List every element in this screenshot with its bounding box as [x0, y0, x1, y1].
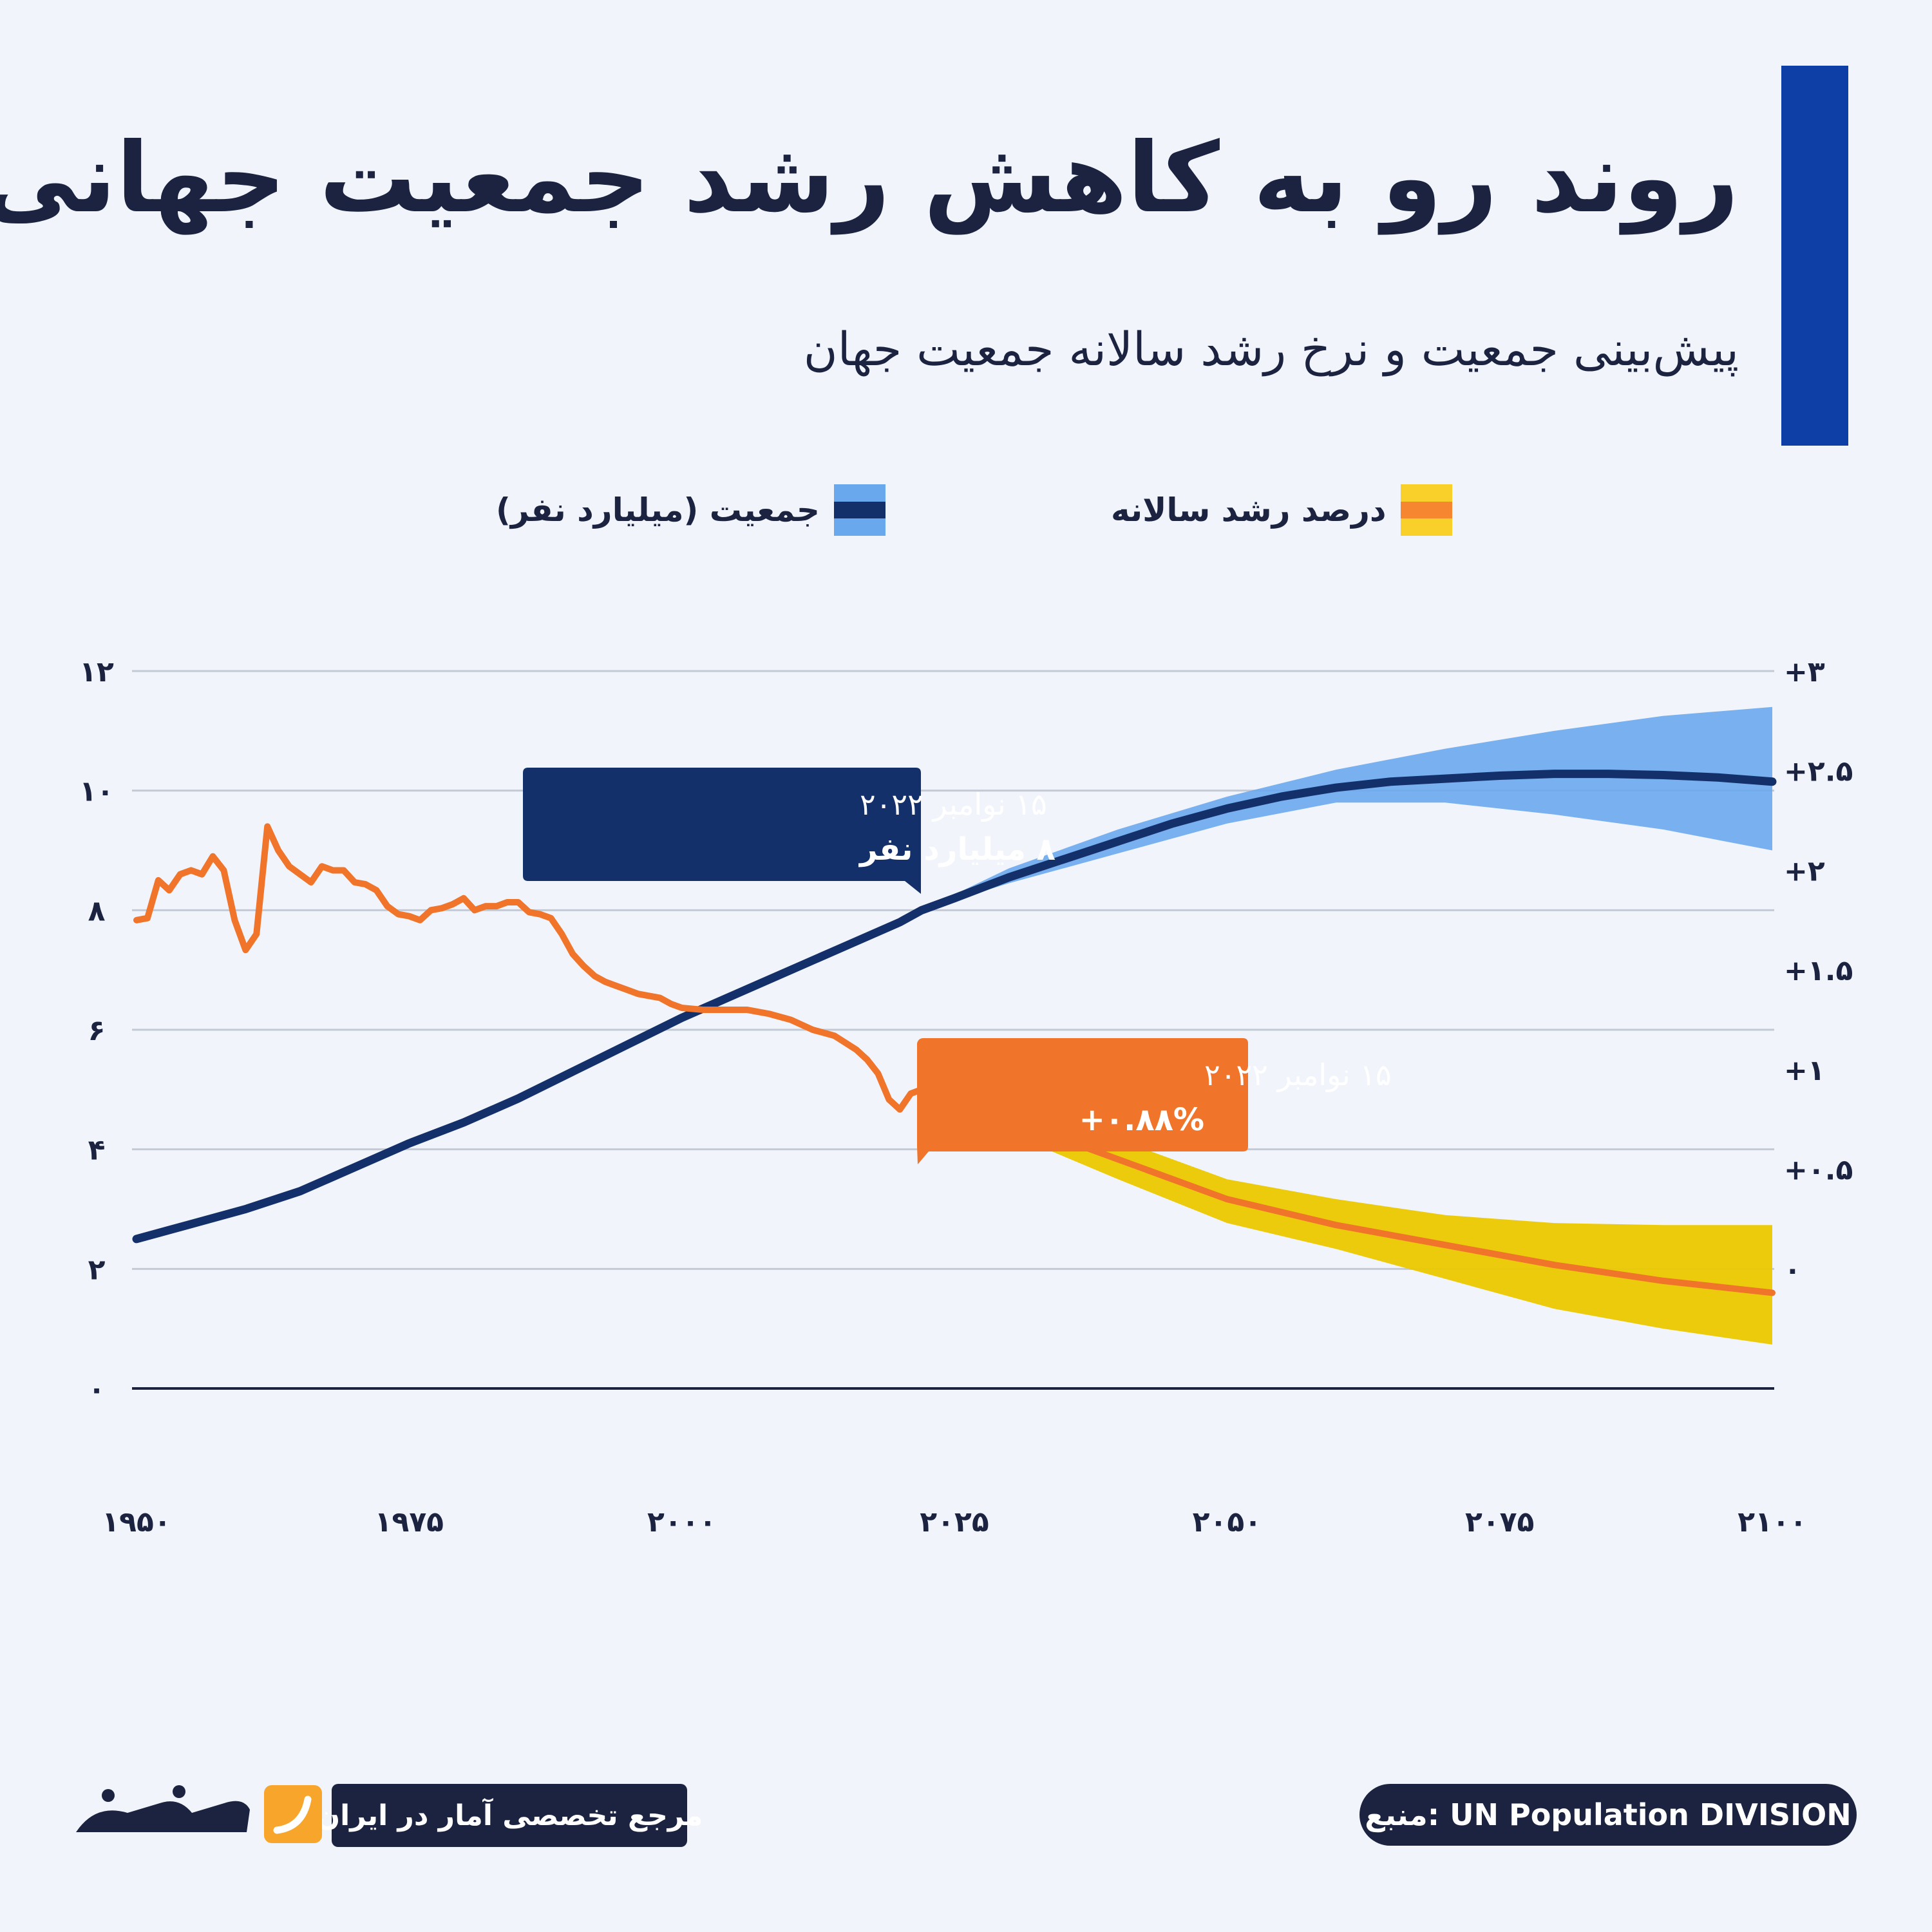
- growth-line-historical: [133, 823, 947, 1113]
- population-callout-date: ۱۵ نوامبر ۲۰۲۲: [860, 787, 1047, 822]
- y-right-tick-label: +۲.۵: [1784, 755, 1853, 788]
- legend-growth-swatch: [1400, 484, 1452, 536]
- y-left-tick-label: ۱۰: [79, 775, 114, 808]
- y-right-tick-label: +۳: [1784, 656, 1825, 688]
- legend-growth: درصد رشد سالانه: [1111, 484, 1452, 536]
- legend-population: جمعیت (میلیارد نفر): [496, 484, 886, 536]
- y-left-tick-label: ۰: [88, 1373, 106, 1406]
- brand-tagline: مرجع تخصصی آمار در ایران: [316, 1784, 703, 1847]
- source-badge: منبع: UN Population DIVISION: [1359, 1784, 1857, 1846]
- y-left-tick-label: ۴: [88, 1134, 106, 1167]
- growth-uncertainty-band: [922, 1089, 1772, 1345]
- accent-bar: [1781, 66, 1848, 446]
- brand-logo-icon: [264, 1785, 322, 1843]
- x-tick-label: ۲۰۲۵: [920, 1506, 989, 1539]
- y-right-tick-label: +۲: [1784, 855, 1825, 887]
- population-callout-value: ۸ میلیارد نفر: [858, 831, 1056, 867]
- population-uncertainty-band: [922, 706, 1772, 911]
- x-tick-label: ۲۱۰۰: [1738, 1506, 1806, 1539]
- x-tick-label: ۲۰۷۵: [1465, 1506, 1534, 1539]
- y-right-tick-label: +۱: [1784, 1054, 1825, 1087]
- growth-callout-value: +۰.۸۸%: [1079, 1102, 1204, 1138]
- y-right-tick-label: +۱.۵: [1784, 954, 1853, 987]
- page-title: روند رو به کاهش رشد جمعیت جهانی: [0, 122, 1739, 234]
- population-callout: ۱۵ نوامبر ۲۰۲۲ ۸ میلیارد نفر: [523, 768, 1056, 894]
- y-left-tick-label: ۶: [88, 1014, 106, 1047]
- x-tick-label: ۲۰۵۰: [1193, 1506, 1262, 1539]
- page-subtitle: پیش‌بینی جمعیت و نرخ رشد سالانه جمعیت جه…: [803, 322, 1739, 376]
- population-line: [132, 770, 1777, 1244]
- y-right-tick-label: +۰.۵: [1784, 1154, 1853, 1187]
- growth-callout: ۱۵ نوامبر ۲۰۲۲ +۰.۸۸%: [917, 1038, 1392, 1164]
- legend-population-swatch: [833, 484, 886, 536]
- brand-logo-wordmark: [76, 1785, 250, 1832]
- y-left-tick-label: ۸: [88, 895, 106, 927]
- legend-population-label: جمعیت (میلیارد نفر): [496, 491, 820, 529]
- x-tick-label: ۱۹۷۵: [375, 1506, 444, 1539]
- x-tick-label: ۱۹۵۰: [102, 1506, 171, 1539]
- x-tick-label: ۲۰۰۰: [647, 1506, 716, 1539]
- growth-callout-date: ۱۵ نوامبر ۲۰۲۲: [1204, 1057, 1392, 1093]
- y-right-tick-label: ۰: [1784, 1253, 1801, 1286]
- legend-growth-label: درصد رشد سالانه: [1111, 491, 1387, 529]
- y-left-tick-label: ۲: [88, 1253, 106, 1286]
- y-left-tick-label: ۱۲: [79, 656, 114, 688]
